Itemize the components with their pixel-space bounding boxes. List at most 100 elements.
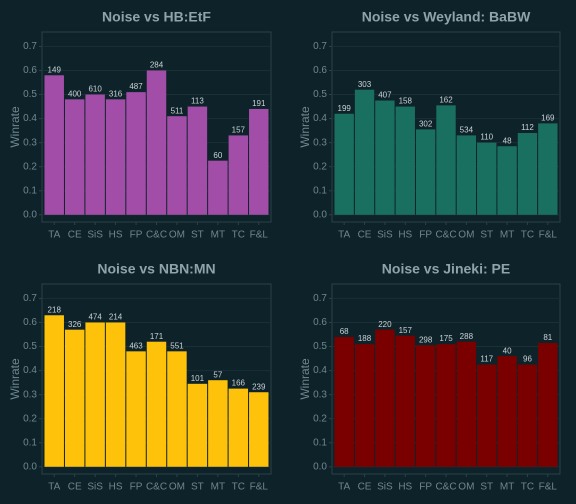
bar — [354, 89, 375, 215]
bar-count-label: 158 — [399, 97, 413, 106]
x-tick-label: SiS — [87, 482, 103, 493]
bar-count-label: 60 — [213, 151, 222, 160]
x-tick-label: TC — [521, 230, 534, 241]
y-tick-label: 0.6 — [313, 317, 327, 328]
y-tick-label: 0.0 — [23, 461, 37, 472]
x-tick-label: CE — [358, 482, 372, 493]
y-axis-label: Winrate — [298, 358, 312, 400]
x-tick-label: OM — [169, 230, 185, 241]
bar — [334, 336, 354, 467]
bar-count-label: 463 — [129, 341, 143, 350]
x-tick-label: CE — [68, 482, 82, 493]
x-tick-label: F&L — [250, 230, 269, 241]
y-tick-label: 0.3 — [313, 137, 327, 148]
bar-count-label: 191 — [252, 99, 266, 108]
x-tick-label: TA — [48, 230, 60, 241]
bar — [436, 105, 456, 215]
x-tick-label: ST — [191, 230, 204, 241]
bar — [538, 123, 558, 215]
y-tick-label: 0.5 — [313, 341, 327, 352]
bar — [436, 344, 456, 467]
x-tick-label: OM — [458, 482, 474, 493]
y-tick-label: 0.0 — [313, 461, 327, 472]
bar-count-label: 188 — [358, 334, 372, 343]
bar — [456, 135, 477, 215]
bar-count-label: 68 — [340, 327, 349, 336]
y-tick-label: 0.3 — [23, 137, 37, 148]
y-tick-label: 0.5 — [313, 89, 327, 100]
x-tick-label: C&C — [146, 482, 167, 493]
bar — [146, 70, 167, 215]
bar — [228, 135, 249, 215]
x-tick-label: SiS — [87, 230, 103, 241]
y-tick-label: 0.7 — [313, 41, 327, 52]
bar-count-label: 57 — [213, 370, 222, 379]
x-tick-label: CE — [358, 230, 372, 241]
bar — [126, 92, 146, 215]
bar-count-label: 112 — [521, 123, 534, 132]
y-tick-label: 0.0 — [313, 209, 327, 220]
x-tick-label: TC — [232, 230, 245, 241]
bar-count-label: 220 — [378, 320, 392, 329]
x-tick-label: F&L — [250, 482, 269, 493]
x-tick-label: HS — [109, 482, 123, 493]
bar — [228, 388, 249, 467]
chart-title: Noise vs Weyland: BaBW — [362, 9, 531, 25]
y-tick-label: 0.1 — [313, 437, 327, 448]
y-tick-label: 0.2 — [313, 161, 327, 172]
bar-count-label: 199 — [338, 104, 352, 113]
y-tick-label: 0.5 — [23, 341, 37, 352]
bar-count-label: 284 — [150, 61, 164, 70]
y-tick-label: 0.4 — [313, 365, 327, 376]
bar-count-label: 407 — [378, 91, 392, 100]
x-tick-label: TC — [232, 482, 245, 493]
bar-count-label: 218 — [48, 305, 62, 314]
bar — [354, 344, 375, 467]
bar-count-label: 214 — [109, 313, 123, 322]
bar — [538, 342, 558, 467]
bar — [375, 100, 395, 215]
x-tick-label: FP — [130, 482, 143, 493]
x-tick-label: TA — [48, 482, 60, 493]
x-tick-label: FP — [419, 482, 432, 493]
bar-count-label: 551 — [170, 341, 184, 350]
y-tick-label: 0.6 — [23, 65, 37, 76]
bar-count-label: 169 — [541, 114, 555, 123]
x-tick-label: TC — [521, 482, 534, 493]
bar-count-label: 610 — [88, 85, 102, 94]
bar-count-label: 157 — [399, 326, 413, 335]
bar — [44, 75, 64, 215]
x-tick-label: ST — [480, 482, 493, 493]
bar — [126, 351, 146, 467]
y-tick-label: 0.2 — [23, 413, 37, 424]
y-tick-label: 0.1 — [23, 185, 37, 196]
bar — [187, 383, 208, 467]
bar — [249, 108, 269, 215]
chart-title: Noise vs HB:EtF — [102, 9, 211, 25]
y-tick-label: 0.6 — [313, 65, 327, 76]
bar-count-label: 166 — [232, 379, 246, 388]
x-tick-label: F&L — [539, 482, 558, 493]
y-tick-label: 0.6 — [23, 317, 37, 328]
bar-count-label: 534 — [460, 126, 474, 135]
x-tick-label: MT — [500, 482, 514, 493]
x-tick-label: TA — [338, 482, 350, 493]
bar-count-label: 239 — [252, 382, 266, 391]
y-axis-label: Winrate — [298, 106, 312, 148]
x-tick-label: TA — [338, 230, 350, 241]
y-axis-label: Winrate — [8, 358, 22, 400]
bar-count-label: 298 — [419, 335, 433, 344]
bar — [497, 356, 517, 467]
bar — [415, 129, 436, 215]
y-tick-label: 0.1 — [313, 185, 327, 196]
bar — [208, 380, 228, 467]
bar-count-label: 162 — [439, 95, 453, 104]
x-tick-label: FP — [419, 230, 432, 241]
bar-count-label: 171 — [150, 332, 164, 341]
bar — [64, 329, 85, 467]
chart-title: Noise vs NBN:MN — [97, 261, 215, 277]
x-tick-label: OM — [169, 482, 185, 493]
y-tick-label: 0.7 — [23, 293, 37, 304]
bar — [395, 106, 415, 215]
bar — [456, 341, 477, 467]
